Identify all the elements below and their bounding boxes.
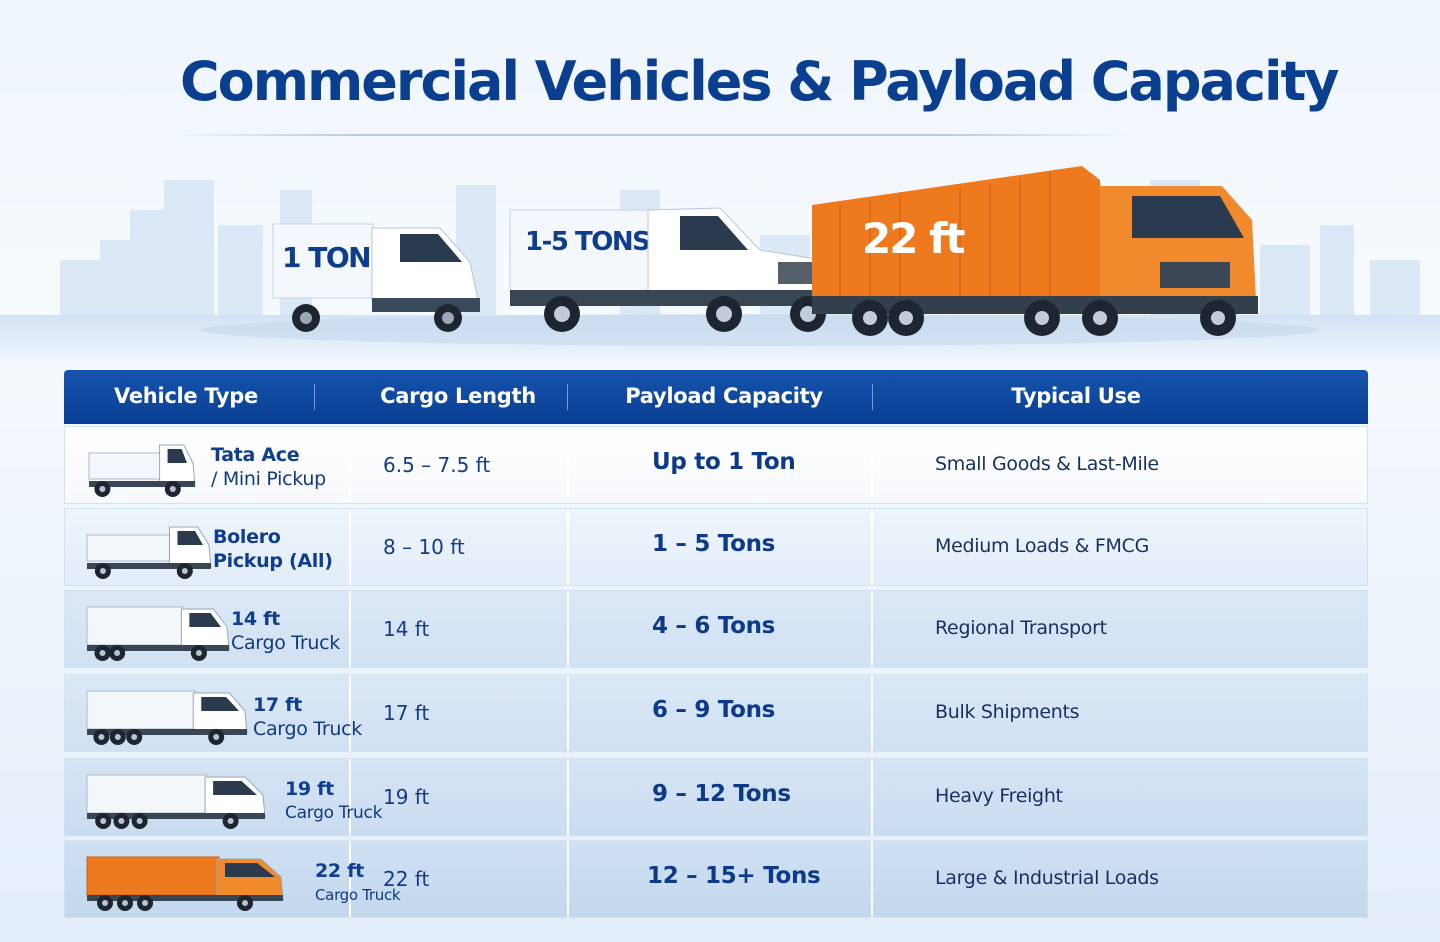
- typical-use: Bulk Shipments: [935, 701, 1080, 723]
- pickup-icon: [86, 526, 212, 579]
- table-row: Bolero Pickup (All) 8 – 10 ft 1 – 5 Tons Med…: [64, 508, 1368, 586]
- badge-1-5-tons: 1-5 TONS: [525, 227, 649, 257]
- typical-use: Regional Transport: [935, 617, 1107, 639]
- column-divider: [871, 841, 873, 917]
- typical-use: Heavy Freight: [935, 785, 1063, 807]
- cargo-length: 19 ft: [383, 785, 430, 809]
- header-cargo-length: Cargo Length: [380, 384, 536, 408]
- cargo-truck-icon: [86, 774, 266, 829]
- vehicle-name-line2: / Mini Pickup: [211, 468, 326, 490]
- cargo-truck-icon: [86, 606, 230, 661]
- table-row: 19 ft Cargo Truck 19 ft 9 – 12 Tons Heavy Fr…: [64, 758, 1368, 836]
- cargo-length: 22 ft: [383, 867, 430, 891]
- column-divider: [871, 591, 873, 667]
- container-truck-icon: [86, 856, 284, 911]
- column-divider: [567, 591, 569, 667]
- vehicle-name-line2: Cargo Truck: [231, 632, 340, 654]
- vehicle-name: 14 ft Cargo Truck: [231, 607, 340, 655]
- vehicle-name-line1: Tata Ace: [211, 444, 300, 466]
- header-divider: [872, 384, 873, 410]
- payload-capacity: 12 – 15+ Tons: [647, 863, 821, 889]
- header-payload-capacity: Payload Capacity: [625, 384, 823, 408]
- column-divider: [349, 427, 351, 503]
- vehicle-name-line2: Cargo Truck: [285, 803, 383, 823]
- payload-capacity: 1 – 5 Tons: [652, 531, 776, 557]
- container-truck-icon: 22 ft: [812, 166, 1258, 336]
- badge-1-ton: 1 TON: [282, 241, 370, 274]
- column-divider: [567, 427, 569, 503]
- cargo-length: 6.5 – 7.5 ft: [383, 453, 491, 477]
- badge-22-ft: 22 ft: [862, 214, 965, 263]
- column-divider: [871, 759, 873, 835]
- payload-capacity: Up to 1 Ton: [652, 449, 796, 475]
- payload-capacity: 9 – 12 Tons: [652, 781, 791, 807]
- vehicle-name-line2: Cargo Truck: [315, 886, 401, 904]
- cargo-length: 17 ft: [383, 701, 430, 725]
- vehicle-name-line1: 19 ft: [285, 778, 334, 800]
- vehicle-name: 22 ft Cargo Truck: [315, 859, 401, 907]
- vehicle-table: Vehicle Type Cargo Length Payload Capaci…: [64, 370, 1368, 918]
- header-vehicle-type: Vehicle Type: [114, 384, 258, 408]
- vehicle-name: 19 ft Cargo Truck: [285, 777, 382, 825]
- typical-use: Large & Industrial Loads: [935, 867, 1159, 889]
- typical-use: Medium Loads & FMCG: [935, 535, 1149, 557]
- vehicle-name-line1: 22 ft: [315, 860, 364, 882]
- header-typical-use: Typical Use: [1011, 384, 1141, 408]
- vehicle-name-line1: 14 ft: [231, 608, 280, 630]
- vehicle-name-line1: 17 ft: [253, 694, 302, 716]
- column-divider: [871, 509, 873, 585]
- vehicle-name: Bolero Pickup (All): [213, 525, 333, 573]
- header-divider: [567, 384, 568, 410]
- column-divider: [871, 675, 873, 751]
- column-divider: [567, 841, 569, 917]
- vehicle-name-line2: Cargo Truck: [253, 718, 362, 740]
- mini-pickup-icon: [88, 444, 196, 497]
- column-divider: [871, 427, 873, 503]
- mini-truck-icon: 1 TON: [272, 223, 480, 332]
- typical-use: Small Goods & Last-Mile: [935, 453, 1159, 475]
- pickup-icon: 1-5 TONS: [509, 207, 845, 332]
- cargo-length: 8 – 10 ft: [383, 535, 465, 559]
- vehicle-name-line2: Pickup (All): [213, 550, 333, 572]
- column-divider: [567, 759, 569, 835]
- payload-capacity: 6 – 9 Tons: [652, 697, 776, 723]
- column-divider: [349, 841, 351, 917]
- table-header: Vehicle Type Cargo Length Payload Capaci…: [64, 370, 1368, 424]
- vehicle-name-line1: Bolero: [213, 526, 281, 548]
- column-divider: [349, 675, 351, 751]
- column-divider: [349, 509, 351, 585]
- table-row: 14 ft Cargo Truck 14 ft 4 – 6 Tons Regional …: [64, 590, 1368, 668]
- cargo-length: 14 ft: [383, 617, 430, 641]
- column-divider: [349, 591, 351, 667]
- table-row: Tata Ace / Mini Pickup 6.5 – 7.5 ft Up to 1…: [64, 426, 1368, 504]
- cargo-truck-icon: [86, 690, 248, 745]
- payload-capacity: 4 – 6 Tons: [652, 613, 776, 639]
- title-divider: [170, 134, 1130, 136]
- column-divider: [349, 759, 351, 835]
- table-row: 22 ft Cargo Truck 22 ft 12 – 15+ Tons Large …: [64, 840, 1368, 918]
- vehicle-name: 17 ft Cargo Truck: [253, 693, 362, 741]
- vehicle-name: Tata Ace / Mini Pickup: [211, 443, 326, 491]
- hero-illustration: 1 TON 1-5 TONS 22 ft: [0, 166, 1440, 360]
- page-title: Commercial Vehicles & Payload Capacity: [180, 50, 1339, 113]
- table-row: 17 ft Cargo Truck 17 ft 6 – 9 Tons Bulk Ship…: [64, 674, 1368, 752]
- column-divider: [567, 675, 569, 751]
- column-divider: [567, 509, 569, 585]
- header-divider: [314, 384, 315, 410]
